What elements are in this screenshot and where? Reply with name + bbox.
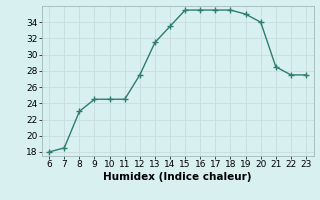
X-axis label: Humidex (Indice chaleur): Humidex (Indice chaleur) <box>103 172 252 182</box>
